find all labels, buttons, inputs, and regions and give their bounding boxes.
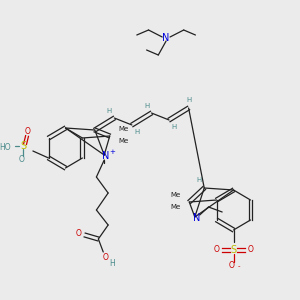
Text: H: H [171,124,177,130]
Text: Me: Me [118,126,129,132]
Text: O: O [102,254,108,262]
Text: S: S [230,245,237,255]
Text: H: H [109,259,115,268]
Text: -: - [237,263,240,269]
Text: O: O [229,262,235,271]
Text: O: O [76,230,82,238]
Text: H: H [197,177,202,183]
Text: +: + [109,149,115,155]
Text: Me: Me [170,192,181,198]
Text: S: S [20,141,26,151]
Text: N: N [162,33,170,43]
Text: O: O [247,245,253,254]
Text: N: N [193,213,200,223]
Text: O: O [18,155,24,164]
Text: HO: HO [0,143,11,152]
Text: H: H [186,97,191,103]
Text: H: H [144,103,149,109]
Text: N: N [101,151,109,161]
Text: O: O [25,128,31,136]
Text: Me: Me [170,204,181,210]
Text: H: H [134,129,140,135]
Text: Me: Me [118,138,129,144]
Text: H: H [107,108,112,114]
Text: O: O [214,245,220,254]
